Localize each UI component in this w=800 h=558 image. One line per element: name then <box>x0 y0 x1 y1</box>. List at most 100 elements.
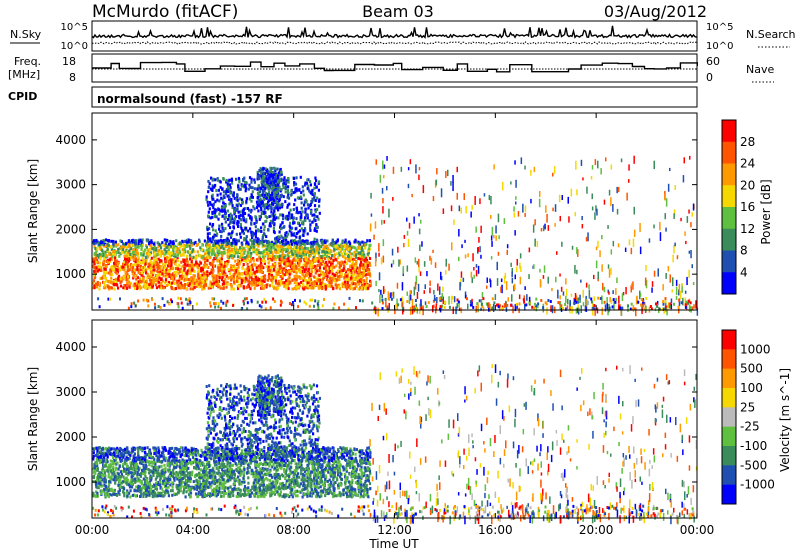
data-cell <box>113 288 115 291</box>
data-cell <box>150 239 152 242</box>
data-cell <box>385 301 387 307</box>
data-cell <box>618 187 620 192</box>
data-cell <box>144 266 146 269</box>
data-cell <box>692 264 694 268</box>
data-cell <box>143 299 145 302</box>
data-cell <box>298 189 300 192</box>
data-cell <box>254 187 256 190</box>
data-cell <box>125 242 127 245</box>
data-cell <box>266 216 268 219</box>
data-cell <box>307 232 309 235</box>
data-cell <box>662 284 664 290</box>
data-cell <box>169 240 171 243</box>
data-cell <box>409 223 411 229</box>
data-cell <box>451 205 453 211</box>
data-cell <box>319 286 321 289</box>
data-cell <box>191 284 193 287</box>
data-cell <box>409 295 411 304</box>
data-cell <box>256 259 258 262</box>
data-cell <box>278 195 280 198</box>
data-cell <box>266 206 268 209</box>
data-cell <box>100 253 102 256</box>
data-cell <box>135 263 137 266</box>
data-cell <box>123 261 125 264</box>
data-cell <box>186 272 188 275</box>
data-cell <box>431 258 433 265</box>
data-cell <box>212 236 214 239</box>
data-cell <box>542 306 544 309</box>
data-cell <box>232 195 234 198</box>
data-cell <box>184 267 186 270</box>
data-cell <box>218 305 220 308</box>
data-cell <box>260 172 262 175</box>
data-cell <box>150 271 152 274</box>
data-cell <box>318 200 320 203</box>
data-cell <box>259 270 261 273</box>
data-cell <box>476 264 478 268</box>
data-cell <box>284 234 286 237</box>
data-cell <box>684 231 686 235</box>
data-cell <box>223 271 225 274</box>
data-cell <box>472 306 474 309</box>
data-cell <box>397 283 399 289</box>
data-cell <box>264 274 266 277</box>
data-cell <box>695 300 697 308</box>
data-cell <box>176 284 178 287</box>
data-cell <box>565 278 567 284</box>
data-cell <box>279 258 281 261</box>
data-cell <box>565 296 567 303</box>
data-cell <box>637 301 639 304</box>
data-cell <box>282 217 284 220</box>
data-cell <box>437 284 439 291</box>
data-cell <box>221 252 223 255</box>
data-cell <box>315 223 317 226</box>
data-cell <box>543 275 545 279</box>
data-cell <box>324 265 326 268</box>
data-cell <box>217 218 219 221</box>
data-cell <box>223 282 225 285</box>
data-cell <box>258 278 260 281</box>
data-cell <box>117 243 119 246</box>
data-cell <box>235 246 237 249</box>
data-cell <box>218 284 220 287</box>
data-cell <box>452 182 454 191</box>
data-cell <box>245 277 247 280</box>
data-cell <box>188 278 190 281</box>
data-cell <box>342 285 344 288</box>
data-cell <box>273 199 275 202</box>
data-cell <box>293 267 295 270</box>
data-cell <box>123 284 125 287</box>
data-cell <box>676 296 678 300</box>
data-cell <box>362 299 364 302</box>
data-cell <box>258 204 260 207</box>
data-cell <box>327 247 329 250</box>
data-cell <box>642 304 644 307</box>
data-cell <box>459 282 461 290</box>
data-cell <box>295 265 297 268</box>
data-cell <box>408 239 410 247</box>
data-cell <box>339 248 341 251</box>
data-cell <box>445 270 447 275</box>
data-cell <box>230 279 232 282</box>
data-cell <box>439 286 441 294</box>
data-cell <box>159 259 161 262</box>
data-cell <box>266 170 268 173</box>
data-cell <box>291 227 293 230</box>
data-cell <box>193 274 195 277</box>
nsky-label: N.Sky <box>10 28 42 41</box>
data-cell <box>280 300 282 303</box>
data-cell <box>328 281 330 284</box>
data-cell <box>628 164 630 170</box>
data-cell <box>306 179 308 182</box>
data-cell <box>505 273 507 279</box>
data-cell <box>201 248 203 251</box>
data-cell <box>218 225 220 228</box>
data-cell <box>135 305 137 308</box>
data-cell <box>232 304 234 307</box>
data-cell <box>243 251 245 254</box>
data-cell <box>198 239 200 242</box>
data-cell <box>207 201 209 204</box>
data-cell <box>309 204 311 207</box>
data-cell <box>259 218 261 221</box>
data-cell <box>397 303 399 306</box>
